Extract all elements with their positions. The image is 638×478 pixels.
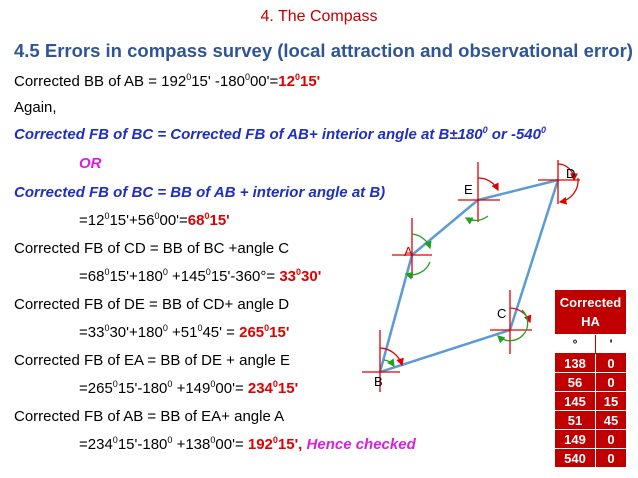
table-header: Corrected HA: [553, 288, 628, 335]
line-dc: [508, 179, 560, 331]
line-ae: [411, 199, 479, 256]
traverse-diagram: B A E D C: [362, 160, 580, 392]
point-e-label: E: [464, 182, 473, 197]
table-row: 540 0: [553, 448, 628, 469]
table-row: 145 15: [553, 391, 628, 411]
point-b-label: B: [374, 374, 383, 389]
table-row: 138 0: [553, 353, 628, 373]
line-calc-de: =33030'+1800 +51045' = 265015': [79, 323, 290, 342]
line-calc-ea: =265015'-1800 +149000'= 234015': [79, 379, 299, 398]
point-c-label: C: [497, 306, 506, 321]
hence-checked: Hence checked: [306, 436, 416, 453]
line-formula-alt: Corrected FB of BC = BB of AB + interior…: [14, 184, 386, 201]
line-or: OR: [79, 155, 102, 172]
traverse-lines: [378, 178, 560, 374]
line-de-formula: Corrected FB of DE = BB of CD+ angle D: [14, 296, 290, 313]
unit-minute: ': [595, 334, 628, 354]
deg-sup: 0: [244, 72, 250, 82]
unit-degree: °: [553, 334, 596, 354]
point-a-label: A: [404, 244, 413, 259]
deg-sup: 0: [186, 72, 192, 82]
table-row: 149 0: [553, 429, 628, 449]
table-row: 56 0: [553, 372, 628, 392]
line-ab-formula: Corrected FB of AB = BB of EA+ angle A: [14, 408, 285, 425]
line-corrected-bb-ab: Corrected BB of AB = 192015' -180000'=12…: [14, 72, 321, 91]
corrected-ha-table: Corrected HA ° ' 138 0 56 0 145 15 51 45 149 0…: [553, 288, 628, 469]
table-row: 51 45: [553, 410, 628, 430]
line-calc-bc: =12015'+56000'=68015': [79, 211, 230, 230]
text: 00'=: [249, 73, 279, 90]
line-again: Again,: [14, 99, 57, 116]
line-cb: [379, 328, 511, 374]
text: Corrected BB of AB = 192: [14, 73, 187, 90]
line-ea-formula: Corrected FB of EA = BB of DE + angle E: [14, 352, 290, 369]
result: 12015': [278, 72, 321, 91]
text: 15' -180: [191, 73, 245, 90]
section-title: 4.5 Errors in compass survey (local attr…: [14, 40, 633, 61]
line-calc-ab: =234015'-1800 +138000'= 192015', Hence c…: [79, 435, 416, 454]
line-calc-cd: =68015'+1800 +145015'-360°= 33030': [79, 267, 322, 286]
point-d-label: D: [566, 166, 575, 181]
line-formula-fb-bc: Corrected FB of BC = Corrected FB of AB+…: [14, 125, 546, 144]
line-ed: [477, 178, 559, 202]
line-cd-formula: Corrected FB of CD = BB of BC +angle C: [14, 240, 290, 257]
chapter-header: 4. The Compass: [260, 8, 378, 25]
